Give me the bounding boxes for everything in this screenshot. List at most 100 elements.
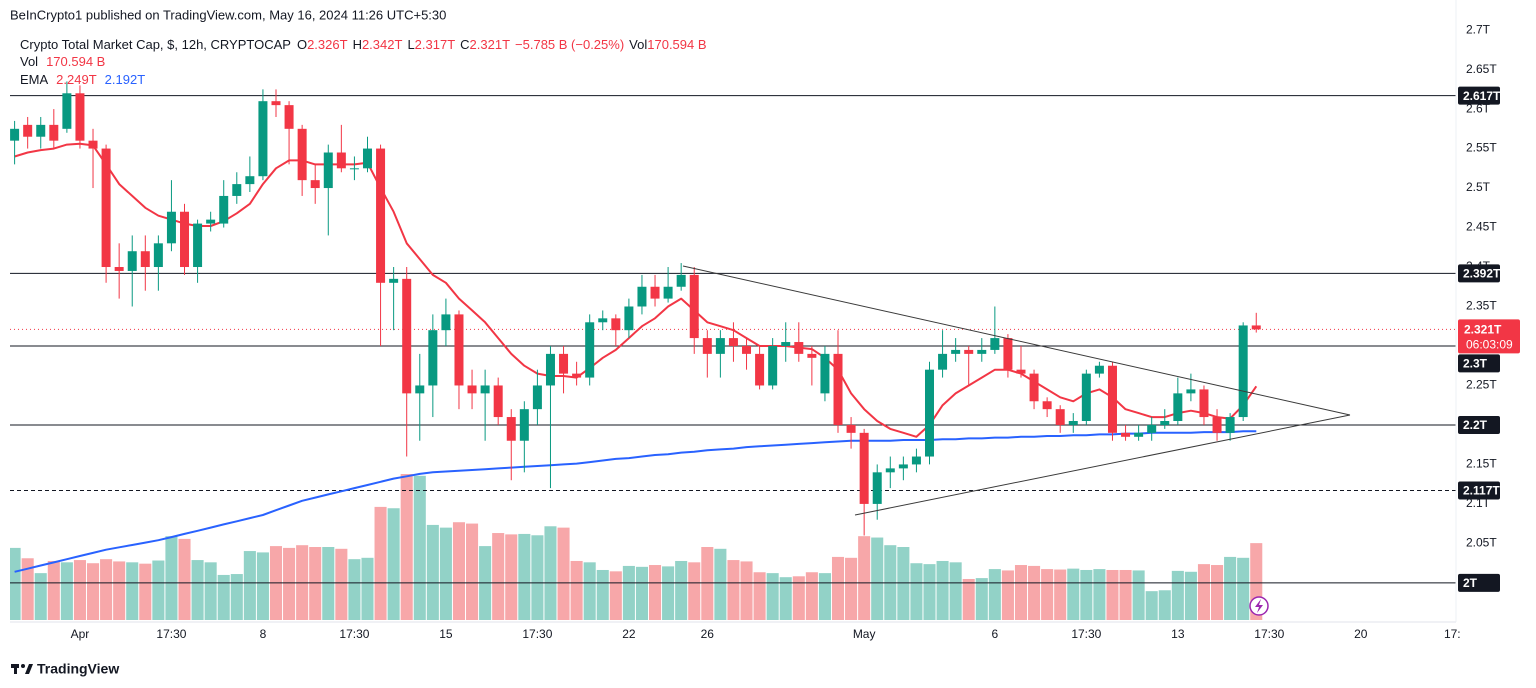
volume-bar	[1184, 571, 1197, 620]
candle-body	[1029, 373, 1039, 402]
alert-icon[interactable]	[1249, 596, 1269, 616]
volume-bar	[858, 536, 871, 620]
publisher-note: BeInCrypto1 published on TradingView.com…	[10, 7, 446, 22]
volume-bar	[413, 475, 426, 620]
volume-bar	[126, 562, 139, 620]
volume-bar	[230, 574, 243, 620]
x-tick-label: 17:30	[156, 627, 186, 641]
y-tick-label: 2.5T	[1466, 180, 1491, 194]
candle-body	[1212, 417, 1222, 433]
volume-bar	[1054, 569, 1067, 620]
logo-part	[25, 664, 33, 674]
footer-brand: TradingView	[37, 661, 119, 677]
volume-bar	[1158, 590, 1171, 620]
volume-bar	[86, 563, 100, 620]
volume-bar	[1067, 568, 1080, 620]
volume-bar	[635, 566, 648, 620]
candle-body	[1251, 325, 1261, 330]
level-label-box	[1458, 264, 1500, 283]
volume-bar	[374, 506, 387, 620]
candle-body	[206, 219, 216, 224]
candle-body	[166, 211, 176, 244]
volume-bar	[831, 556, 845, 620]
volume-bar	[47, 560, 60, 620]
candle-body	[36, 124, 46, 137]
candle-body	[624, 306, 634, 331]
volume-value: 170.594 B	[647, 37, 706, 52]
level-label-box	[1458, 86, 1500, 105]
candle-body	[794, 342, 804, 354]
candle-body	[1160, 421, 1170, 425]
volume-bar	[570, 560, 583, 620]
volume-bar	[662, 566, 675, 620]
y-tick-label: 2.6T	[1466, 101, 1491, 115]
candle-body	[1068, 421, 1078, 425]
candle-body	[1003, 338, 1013, 370]
volume-bar	[452, 522, 466, 620]
volume-bar	[1041, 569, 1054, 620]
candle-body	[663, 286, 673, 299]
volume-bar	[1145, 591, 1158, 620]
candle-body	[1042, 401, 1052, 410]
y-tick-label: 2.15T	[1466, 457, 1497, 471]
ema-legend-label: EMA	[20, 72, 49, 87]
candle-body	[1081, 373, 1091, 422]
candle-body	[506, 417, 516, 441]
level-label-box	[1458, 573, 1500, 592]
volume-bar	[243, 551, 256, 620]
volume-label: Vol	[629, 37, 647, 52]
candle-body	[650, 286, 660, 299]
y-tick-label: 2.05T	[1466, 536, 1497, 550]
footer-logo: TradingView	[11, 661, 119, 677]
candle-body	[1225, 417, 1235, 433]
volume-bar	[688, 562, 701, 620]
ohlc-value: 2.317T	[415, 37, 456, 52]
candle-body	[925, 369, 934, 457]
volume-bar	[518, 533, 531, 620]
candle-body	[728, 338, 738, 346]
candle-body	[781, 342, 791, 346]
volume-bar	[871, 537, 884, 620]
candle-body	[284, 105, 294, 129]
volume-legend-label: Vol	[20, 54, 38, 69]
y-tick-label: 2.1T	[1466, 496, 1491, 510]
y-tick-label: 2.25T	[1466, 378, 1497, 392]
volume-bar	[988, 569, 1001, 620]
level-label-box	[1458, 354, 1500, 373]
candle-body	[114, 267, 124, 271]
candle-body	[441, 314, 451, 331]
candle-body	[545, 353, 555, 386]
candle-body	[245, 176, 255, 185]
x-tick-label: 6	[992, 627, 999, 641]
volume-bar	[34, 573, 47, 620]
volume-bar	[361, 557, 374, 620]
upper-trendline	[682, 265, 1351, 416]
candle-body	[49, 124, 59, 141]
volume-bar	[596, 569, 609, 620]
ema-line	[14, 430, 1257, 573]
x-tick-label: May	[853, 627, 876, 641]
x-tick-label: 17:30	[1254, 627, 1284, 641]
candle-body	[1173, 393, 1183, 422]
volume-bar	[1080, 569, 1093, 620]
candle-body	[519, 409, 529, 441]
level-label: 2.2T	[1463, 418, 1488, 432]
volume-bar	[348, 559, 361, 620]
x-tick-label: 17:	[1444, 627, 1461, 641]
candle-body	[859, 432, 869, 504]
volume-bar	[1028, 565, 1041, 620]
ema-legend-value: 2.192T	[105, 72, 146, 87]
candle-body	[755, 353, 765, 386]
candle-body	[180, 211, 190, 268]
candle-body	[428, 330, 438, 386]
y-tick-label: 2.55T	[1466, 141, 1497, 155]
volume-bar	[387, 508, 400, 620]
level-label: 2.3T	[1463, 357, 1488, 371]
candle-body	[833, 353, 843, 425]
volume-bar	[1106, 569, 1119, 620]
volume-bar	[1119, 569, 1132, 620]
volume-bar	[779, 577, 792, 620]
candle-body	[415, 385, 425, 394]
volume-bar	[923, 564, 936, 620]
